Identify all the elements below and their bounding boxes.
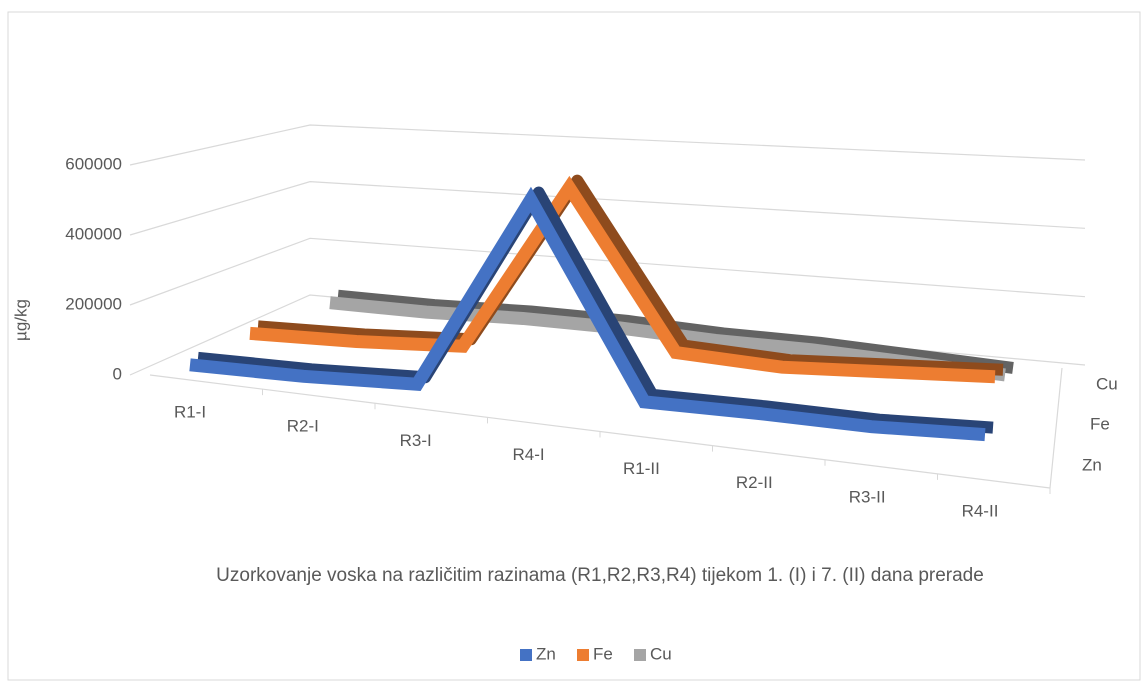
x-tick-label: R2-II — [736, 473, 773, 492]
grid-line — [129, 181, 1086, 236]
grid-line — [129, 124, 1086, 166]
x-tick-label: R3-II — [849, 487, 886, 506]
depth-tick-label: Zn — [1082, 455, 1102, 474]
series-line — [249, 175, 996, 384]
depth-tick-label: Cu — [1096, 374, 1118, 393]
legend-label: Zn — [536, 644, 556, 663]
series-ribbon-side — [197, 186, 994, 434]
x-tick-label: R2-I — [287, 417, 319, 436]
legend-swatch — [634, 649, 646, 661]
depth-tick-label: Fe — [1090, 414, 1110, 433]
y-tick-label: 600000 — [65, 154, 122, 173]
grid-line — [129, 237, 1086, 306]
depth-axis-line — [1049, 367, 1063, 489]
y-tick-label: 200000 — [65, 294, 122, 313]
legend-swatch — [577, 649, 589, 661]
x-tick-label: R1-II — [623, 459, 660, 478]
series-ribbon-side — [257, 174, 1004, 376]
x-axis-title: Uzorkovanje voska na različitim razinama… — [216, 565, 984, 586]
x-tick-label: R4-II — [962, 501, 999, 520]
y-tick-label: 0 — [113, 364, 122, 383]
legend-label: Fe — [593, 644, 613, 663]
x-tick-label: R3-I — [400, 431, 432, 450]
y-axis-title: µg/kg — [11, 299, 30, 341]
series-line — [189, 186, 986, 442]
x-tick-label: R1-I — [174, 402, 206, 421]
legend-swatch — [520, 649, 532, 661]
legend-label: Cu — [650, 644, 672, 663]
y-tick-label: 400000 — [65, 224, 122, 243]
x-tick-label: R4-I — [513, 445, 545, 464]
